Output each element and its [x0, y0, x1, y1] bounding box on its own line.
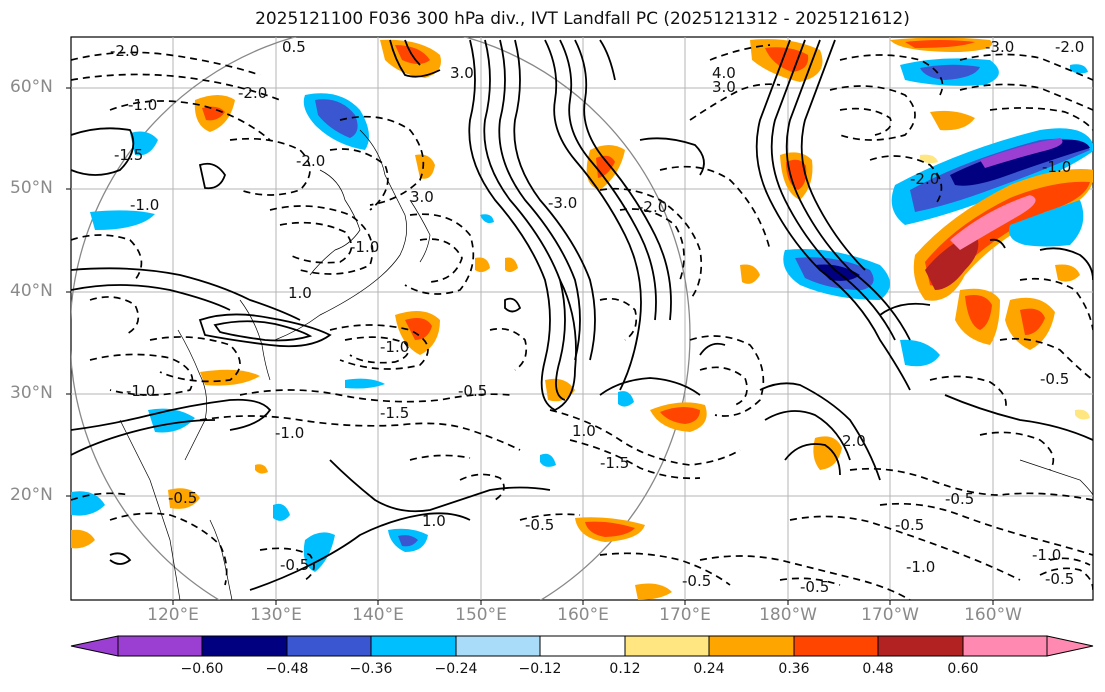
contour-label: 3.0 [712, 78, 736, 96]
coastlines [119, 129, 1093, 600]
colorbar-tick-label: −0.24 [434, 661, 478, 677]
contour-label: -0.5 [682, 572, 711, 590]
lon-label: 120°E [147, 605, 199, 625]
lat-label: 40°N [10, 281, 53, 301]
colorbar-segment [624, 635, 710, 657]
contour-label: -1.0 [1042, 158, 1071, 176]
colorbar-segment [117, 635, 203, 657]
colorbar-segment [455, 635, 541, 657]
reference-circle [71, 37, 691, 600]
contour-label: -0.5 [168, 489, 197, 507]
map-title: 2025121100 F036 300 hPa div., IVT Landfa… [255, 9, 910, 29]
colorbar-tick-label: 0.24 [693, 661, 725, 677]
lat-label: 60°N [10, 77, 53, 97]
divergence-contours [71, 39, 1093, 591]
contour-label: -1.0 [1032, 546, 1061, 564]
lon-label: 170°W [861, 605, 919, 625]
lon-label: 160°W [964, 605, 1022, 625]
contour-label: -3.0 [548, 194, 577, 212]
colorbar-tick-label: −0.60 [180, 661, 224, 677]
lat-label: 30°N [10, 383, 53, 403]
colorbar-segment [1046, 635, 1094, 657]
lon-label: 130°E [250, 605, 302, 625]
contour-label: -3.0 [985, 38, 1014, 56]
colorbar-segment [70, 635, 119, 657]
contour-label: -0.5 [1045, 570, 1074, 588]
lat-label: 20°N [10, 485, 53, 505]
colorbar-segment [793, 635, 879, 657]
contour-label: -2.0 [638, 198, 667, 216]
contour-label: -1.0 [126, 382, 155, 400]
contour-labels: -2.0 0.5 3.0 -1.0 -2.0 -1.5 -1.0 -2.0 3.… [110, 38, 1084, 596]
contour-label: -2.0 [238, 84, 267, 102]
colorbar-segment [201, 635, 288, 657]
colorbar-tick-label: 0.36 [778, 661, 810, 677]
contour-label: -0.5 [525, 516, 554, 534]
contour-label: -1.0 [350, 238, 379, 256]
colorbar-segment [539, 635, 626, 657]
contour-label: 1.0 [288, 284, 312, 302]
contour-label: -1.0 [380, 338, 409, 356]
contour-label: -1.5 [114, 146, 143, 164]
colorbar-tick-label: −0.12 [518, 661, 562, 677]
colorbar-segment [286, 635, 372, 657]
contour-label: -0.5 [1040, 370, 1069, 388]
colorbar-tick-label: 0.48 [862, 661, 894, 677]
contour-label: -0.5 [458, 382, 487, 400]
contour-label: 0.5 [282, 38, 306, 56]
colorbar-tick-label: 0.60 [947, 661, 979, 677]
contour-label: 3.0 [450, 64, 474, 82]
contour-label: -2.0 [1055, 38, 1084, 56]
lat-label: 50°N [10, 178, 53, 198]
colorbar-tick-label: −0.48 [265, 661, 309, 677]
lon-label: 140°E [352, 605, 404, 625]
contour-label: -2.0 [910, 170, 939, 188]
colorbar-tick-label: −0.36 [349, 661, 393, 677]
colorbar [70, 635, 1094, 657]
contour-label: -0.5 [800, 578, 829, 596]
contour-label: -2.0 [110, 42, 139, 60]
contour-label: -0.5 [895, 516, 924, 534]
contour-label: -1.0 [906, 558, 935, 576]
colorbar-segment [962, 635, 1048, 657]
colorbar-tick-label: 0.12 [609, 661, 641, 677]
lon-label: 150°E [455, 605, 507, 625]
colorbar-segment [370, 635, 457, 657]
contour-label: -1.5 [600, 454, 629, 472]
contour-label: -1.5 [380, 404, 409, 422]
contour-label: 1.0 [572, 422, 596, 440]
colorbar-segment [877, 635, 964, 657]
divergence-contours-dashed [71, 44, 1093, 600]
contour-label: -0.5 [945, 490, 974, 508]
contour-label: 2.0 [842, 432, 866, 450]
frame-ticks [66, 87, 994, 605]
colorbar-segment [708, 635, 795, 657]
contour-label: -1.0 [128, 96, 157, 114]
lon-label: 160°E [557, 605, 609, 625]
contour-label: -1.0 [130, 196, 159, 214]
contour-label: -2.0 [296, 152, 325, 170]
lon-label: 180°W [759, 605, 817, 625]
contour-label: 4.0 [712, 64, 736, 82]
contour-label: 3.0 [410, 188, 434, 206]
contour-label: 1.0 [422, 512, 446, 530]
divergence-shading [71, 37, 1093, 600]
lon-label: 170°E [659, 605, 711, 625]
contour-label: -0.5 [280, 556, 309, 574]
contour-label: -1.0 [275, 424, 304, 442]
